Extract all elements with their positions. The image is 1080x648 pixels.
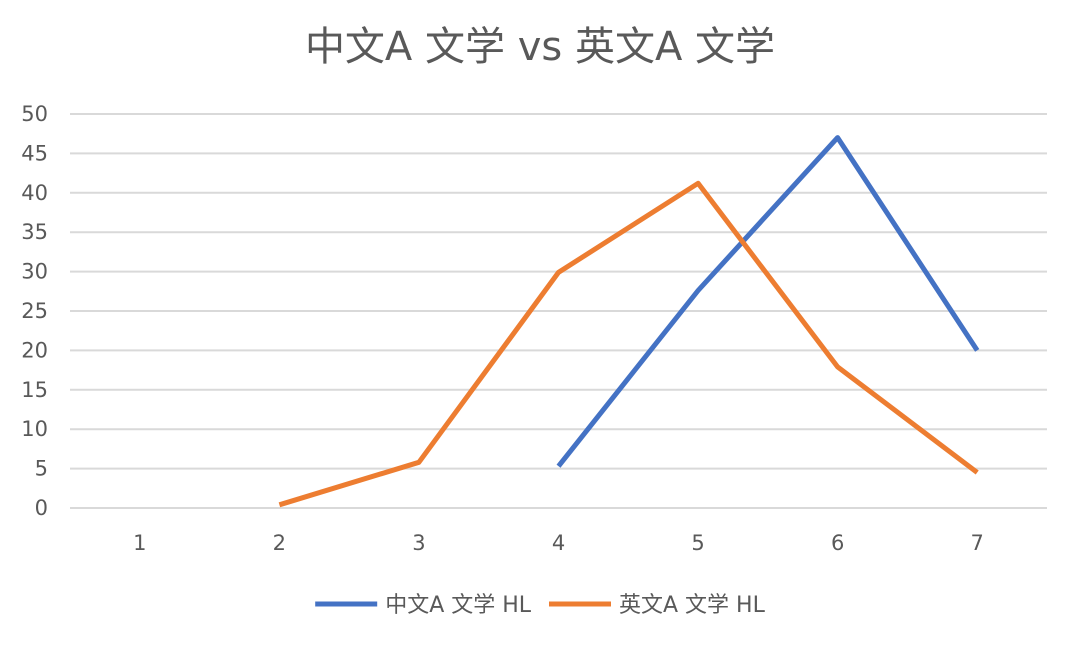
x-tick-label: 6 (831, 531, 844, 555)
y-tick-label: 5 (35, 457, 48, 481)
y-tick-label: 45 (21, 141, 48, 165)
legend-item: 英文A 文学 HL (549, 593, 766, 618)
legend-label: 英文A 文学 HL (619, 593, 766, 618)
y-tick-label: 50 (21, 102, 48, 126)
y-tick-label: 10 (21, 417, 48, 441)
series-line-2 (278, 180, 979, 508)
series-line-1 (556, 135, 980, 468)
chart-title: 中文A 文学 vs 英文A 文学 (305, 24, 775, 70)
y-tick-label: 20 (21, 338, 48, 362)
y-axis-ticks: 0 5 10 15 20 25 30 35 40 45 50 (21, 102, 48, 520)
y-tick-label: 40 (21, 181, 48, 205)
y-tick-label: 30 (21, 260, 48, 284)
x-tick-label: 2 (273, 531, 286, 555)
x-tick-label: 4 (552, 531, 565, 555)
y-tick-label: 0 (35, 496, 48, 520)
x-tick-label: 7 (971, 531, 984, 555)
legend: 中文A 文学 HL 英文A 文学 HL (315, 593, 766, 618)
x-axis-ticks: 1 2 3 4 5 6 7 (133, 531, 984, 555)
x-tick-label: 3 (412, 531, 425, 555)
legend-item: 中文A 文学 HL (315, 593, 532, 618)
x-tick-label: 1 (133, 531, 146, 555)
y-tick-label: 15 (21, 378, 48, 402)
x-tick-label: 5 (691, 531, 704, 555)
legend-label: 中文A 文学 HL (385, 593, 532, 618)
y-tick-label: 25 (21, 299, 48, 323)
y-tick-label: 35 (21, 220, 48, 244)
gridlines (70, 113, 1047, 509)
series-lines (278, 135, 980, 508)
